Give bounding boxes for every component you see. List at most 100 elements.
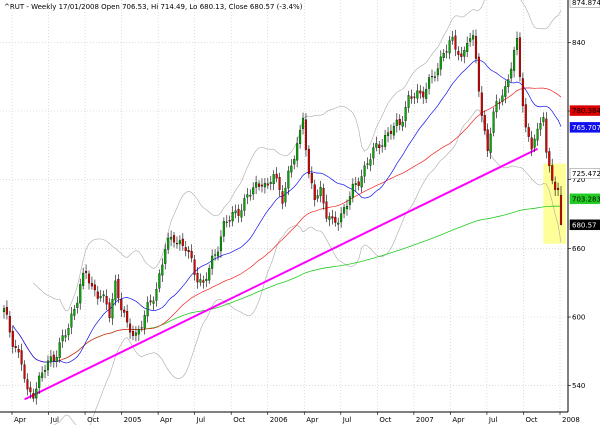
ma50-line bbox=[18, 87, 562, 363]
candle bbox=[237, 204, 240, 223]
candle bbox=[436, 63, 439, 82]
candle bbox=[331, 210, 334, 225]
candle bbox=[413, 92, 416, 105]
candle-body bbox=[234, 210, 237, 214]
candle bbox=[480, 85, 483, 123]
candle-body bbox=[164, 249, 167, 264]
candle-body bbox=[348, 196, 351, 205]
candle bbox=[348, 191, 351, 210]
candle-body bbox=[542, 117, 545, 123]
candle bbox=[313, 179, 316, 207]
candle-body bbox=[129, 323, 132, 333]
candle-body bbox=[222, 221, 225, 237]
candle-body bbox=[252, 187, 255, 195]
candle bbox=[316, 189, 319, 203]
candle-body bbox=[354, 183, 357, 185]
candle-body bbox=[29, 387, 32, 393]
candle-body bbox=[480, 92, 483, 116]
candle-body bbox=[172, 235, 176, 243]
candle-body bbox=[284, 187, 287, 203]
candle bbox=[225, 215, 228, 228]
candle-body bbox=[17, 349, 20, 353]
candle bbox=[472, 29, 475, 47]
candle bbox=[140, 320, 143, 332]
candle-body bbox=[360, 176, 363, 188]
candle-body bbox=[401, 121, 404, 127]
candle-body bbox=[199, 279, 202, 283]
candle bbox=[211, 249, 214, 276]
candle-body bbox=[325, 201, 328, 219]
candle-body bbox=[102, 294, 105, 297]
candle bbox=[43, 364, 47, 379]
candle bbox=[428, 74, 431, 95]
candle-body bbox=[492, 111, 495, 133]
candle-body bbox=[381, 145, 384, 147]
y-tick-label: 840 bbox=[572, 39, 585, 47]
candle bbox=[117, 274, 120, 304]
ma200-line bbox=[62, 205, 562, 360]
candle bbox=[504, 80, 507, 104]
candle bbox=[190, 244, 193, 263]
candle-body bbox=[73, 309, 76, 316]
candle bbox=[518, 32, 522, 82]
candle-body bbox=[158, 273, 161, 289]
candle-body bbox=[331, 216, 334, 219]
candle bbox=[372, 142, 375, 165]
candle-body bbox=[507, 79, 510, 87]
candle bbox=[76, 296, 79, 314]
candle bbox=[290, 159, 293, 178]
candle bbox=[536, 122, 539, 146]
x-tick-label: 2006 bbox=[270, 416, 288, 424]
x-tick-label: Jul bbox=[196, 416, 206, 424]
bollinger-bands bbox=[33, 0, 562, 425]
candle bbox=[386, 127, 390, 143]
candle bbox=[187, 245, 190, 259]
candle bbox=[102, 290, 105, 303]
x-tick-label: Oct bbox=[87, 416, 99, 424]
candle bbox=[260, 178, 264, 193]
candle-body bbox=[137, 329, 140, 335]
candle bbox=[208, 264, 211, 284]
candle bbox=[228, 215, 231, 228]
candle bbox=[381, 139, 384, 153]
candle bbox=[164, 243, 167, 270]
candle-body bbox=[343, 207, 346, 214]
candle-body bbox=[498, 102, 501, 104]
candle-body bbox=[363, 165, 366, 177]
candle bbox=[120, 292, 123, 317]
candle bbox=[67, 323, 70, 341]
candle bbox=[155, 282, 158, 307]
candle bbox=[167, 232, 170, 254]
candle bbox=[38, 372, 41, 395]
candle-body bbox=[123, 309, 126, 313]
candle bbox=[398, 114, 401, 131]
candle bbox=[170, 230, 173, 247]
candle-body bbox=[35, 388, 38, 399]
candle bbox=[87, 270, 91, 290]
candle bbox=[202, 275, 205, 289]
y-tick-label: 720 bbox=[572, 176, 585, 184]
candle-body bbox=[334, 216, 337, 223]
candle bbox=[407, 90, 410, 113]
candle bbox=[442, 49, 445, 62]
candle bbox=[375, 136, 378, 152]
x-tick-label: Jul bbox=[488, 416, 498, 424]
candle-body bbox=[231, 212, 234, 222]
price-tag: 780.384 bbox=[569, 105, 600, 116]
candle bbox=[129, 318, 132, 340]
candle-body bbox=[105, 296, 108, 305]
candle bbox=[11, 325, 14, 354]
candle bbox=[172, 231, 176, 248]
candle-body bbox=[26, 379, 29, 390]
axes: 540600660720780840AprJulOct2005AprJulOct… bbox=[0, 0, 585, 424]
candle bbox=[70, 306, 73, 335]
candle-body bbox=[457, 50, 460, 55]
candle-body bbox=[152, 300, 155, 304]
candle-body bbox=[143, 315, 146, 329]
candle-body bbox=[219, 236, 222, 252]
x-tick-label: 2008 bbox=[562, 416, 580, 424]
candle-body bbox=[527, 127, 530, 137]
candle-body bbox=[117, 279, 120, 299]
candle bbox=[55, 350, 58, 368]
candle-body bbox=[20, 350, 23, 365]
